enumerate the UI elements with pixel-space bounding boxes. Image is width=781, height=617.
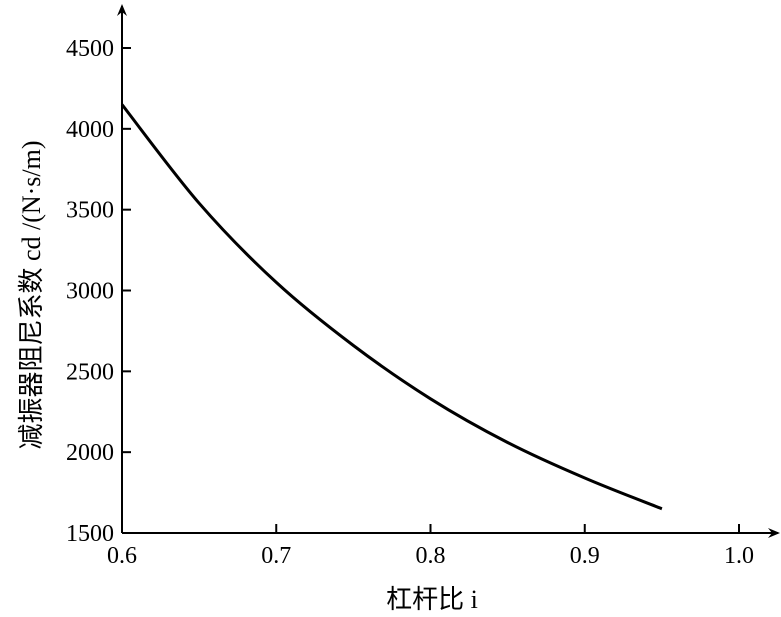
y-tick-label: 2000 — [66, 440, 114, 466]
x-tick-label: 1.0 — [724, 543, 754, 569]
x-tick-label: 0.6 — [107, 543, 137, 569]
y-tick-label: 2500 — [66, 359, 114, 385]
y-tick-label: 4500 — [66, 36, 114, 62]
x-axis-label: 杠杆比 i — [386, 585, 478, 614]
series — [120, 103, 663, 511]
y-tick-label: 4000 — [66, 117, 114, 143]
y-tick-label: 3500 — [66, 198, 114, 224]
y-tick-label: 1500 — [66, 521, 114, 547]
series-line — [120, 103, 663, 511]
axes — [117, 4, 780, 538]
ticks: 0.6 0.7 0.8 0.9 1.0 1500 2000 2500 3000 3500 4000 4… — [66, 36, 754, 569]
x-tick-label: 0.8 — [416, 543, 446, 569]
y-axis-label: 减振器阻尼系数 cd /(N·s/m) — [17, 140, 46, 449]
x-tick-label: 0.9 — [570, 543, 600, 569]
x-tick-label: 0.7 — [261, 543, 291, 569]
y-tick-label: 3000 — [66, 279, 114, 305]
